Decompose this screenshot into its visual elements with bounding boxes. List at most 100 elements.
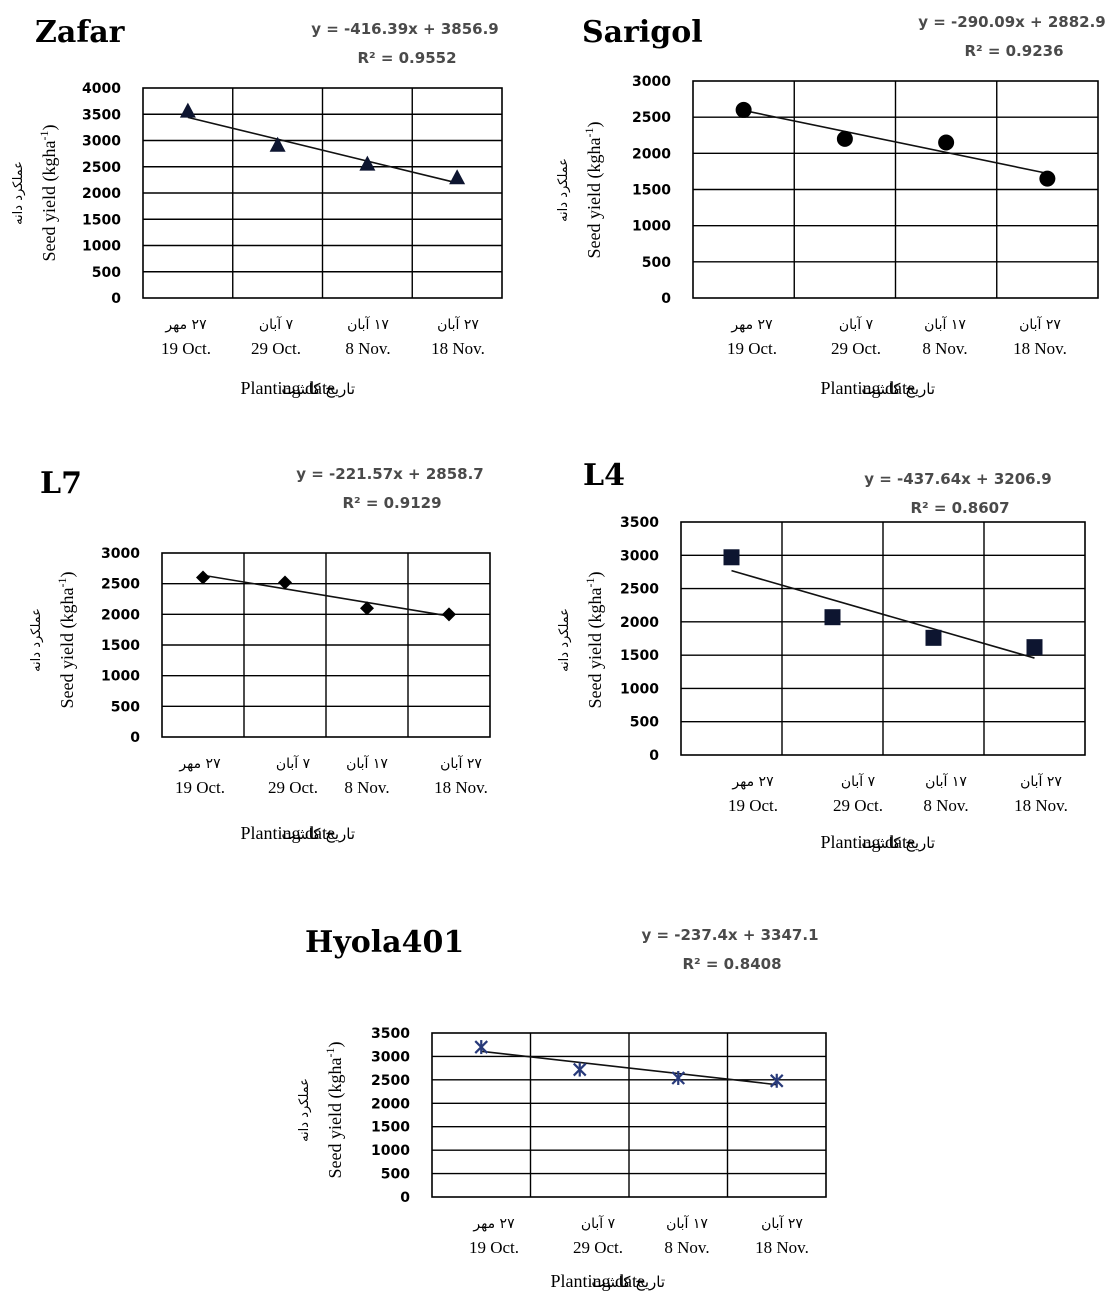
y-axis-label-fa: عملکرد دانه <box>556 158 571 222</box>
y-tick-label: 2000 <box>632 146 671 162</box>
y-tick-label: 1500 <box>632 183 671 199</box>
y-tick-label: 1000 <box>82 239 121 255</box>
x-tick-label: 8 Nov. <box>664 1238 709 1257</box>
x-tick-label-fa: ۱۷ آبان <box>346 755 388 772</box>
y-axis-label: Seed yield (kgha-1) <box>37 125 60 262</box>
x-axis-label: Planting date <box>241 378 335 398</box>
x-tick-label: 29 Oct. <box>268 778 318 797</box>
y-axis-label-fa: عملکرد دانه <box>29 608 44 672</box>
x-tick-label: 18 Nov. <box>434 778 488 797</box>
y-tick-label: 1500 <box>371 1120 410 1136</box>
data-point <box>359 155 376 171</box>
x-tick-label-fa: ۲۷ مهر <box>178 756 221 772</box>
x-tick-label-fa: ۲۷ آبان <box>437 316 479 333</box>
y-axis-label-fa: عملکرد دانه <box>11 161 26 225</box>
x-tick-label: 18 Nov. <box>1014 796 1068 815</box>
y-axis-label: Seed yield (kgha-1) <box>323 1042 346 1179</box>
data-point <box>735 101 752 118</box>
x-axis-label-fa: تاریخ کاشت <box>861 834 935 852</box>
x-tick-label-fa: ۱۷ آبان <box>924 316 966 333</box>
data-point <box>196 570 210 585</box>
y-tick-label: 1000 <box>101 669 140 685</box>
x-tick-label: 18 Nov. <box>755 1238 809 1257</box>
y-tick-label: 1000 <box>632 219 671 235</box>
y-tick-label: 500 <box>381 1167 410 1183</box>
data-point <box>179 102 196 118</box>
chart-title: Zafar <box>35 15 126 50</box>
y-tick-label: 3000 <box>632 74 671 90</box>
x-tick-label-fa: ۲۷ مهر <box>472 1216 515 1232</box>
chart-title: Hyola401 <box>305 925 464 960</box>
trendline <box>743 109 1048 175</box>
y-tick-label: 500 <box>111 699 140 715</box>
data-point <box>1039 170 1056 187</box>
x-tick-label-fa: ۷ آبان <box>276 755 311 772</box>
y-axis-label: Seed yield (kgha-1) <box>55 572 78 709</box>
r-squared: R² = 0.9552 <box>357 49 456 67</box>
x-tick-label: 18 Nov. <box>431 339 485 358</box>
y-axis-label: Seed yield (kgha-1) <box>582 122 605 259</box>
chart-zafar: Zafar y = -416.39x + 3856.9 R² = 0.9552 0 50… <box>11 15 503 398</box>
y-tick-label: 2500 <box>101 577 140 593</box>
y-tick-label: 0 <box>661 291 671 307</box>
trendline <box>481 1050 777 1086</box>
y-tick-label: 500 <box>630 715 659 731</box>
trend-equation: y = -290.09x + 2882.9 <box>918 13 1105 31</box>
chart-sarigol: Sarigol y = -290.09x + 2882.9 R² = 0.9236 0… <box>556 13 1106 398</box>
y-axis-label-main: Seed yield (kgha <box>584 138 605 259</box>
data-point <box>474 1040 489 1055</box>
x-tick-label-fa: ۷ آبان <box>259 316 294 333</box>
data-point <box>449 169 466 185</box>
y-tick-label: 0 <box>649 748 659 764</box>
y-tick-label: 3500 <box>371 1026 410 1042</box>
data-point <box>572 1062 587 1077</box>
y-tick-label: 500 <box>642 255 671 271</box>
y-axis-label-close: ) <box>39 125 60 131</box>
x-tick-label: 29 Oct. <box>831 339 881 358</box>
x-tick-label-fa: ۷ آبان <box>839 316 874 333</box>
charts-group: Zafar y = -416.39x + 3856.9 R² = 0.9552 0 50… <box>11 13 1106 1291</box>
x-tick-label-fa: ۲۷ مهر <box>730 317 773 333</box>
x-axis-label-fa: تاریخ کاشت <box>281 380 355 398</box>
y-tick-label: 0 <box>400 1190 410 1206</box>
y-axis-label: Seed yield (kgha-1) <box>583 572 606 709</box>
y-tick-label: 3000 <box>101 546 140 562</box>
x-tick-label-fa: ۲۷ آبان <box>1019 316 1061 333</box>
x-tick-label: 8 Nov. <box>345 339 390 358</box>
x-tick-label-fa: ۲۷ آبان <box>761 1215 803 1232</box>
y-axis-label-fa: عملکرد دانه <box>297 1078 312 1142</box>
x-axis-label: Planting date <box>821 378 915 398</box>
x-tick-label: 29 Oct. <box>573 1238 623 1257</box>
y-axis-label-close: ) <box>585 572 606 578</box>
y-tick-label: 1000 <box>620 681 659 697</box>
trend-equation: y = -437.64x + 3206.9 <box>864 470 1051 488</box>
y-axis-label-close: ) <box>57 572 78 578</box>
r-squared: R² = 0.8607 <box>910 499 1009 517</box>
chart-l4: L4 y = -437.64x + 3206.9 R² = 0.8607 0 500 10… <box>557 458 1086 852</box>
y-tick-label: 2500 <box>82 160 121 176</box>
y-tick-label: 2500 <box>371 1073 410 1089</box>
y-tick-label: 3500 <box>82 107 121 123</box>
chart-title: Sarigol <box>582 15 703 50</box>
y-tick-label: 0 <box>111 291 121 307</box>
data-point <box>269 136 286 152</box>
y-axis-label-main: Seed yield (kgha <box>57 588 78 709</box>
trendline <box>202 574 450 617</box>
x-tick-label: 18 Nov. <box>1013 339 1067 358</box>
y-tick-label: 2500 <box>632 110 671 126</box>
data-point <box>360 601 374 616</box>
r-squared: R² = 0.9129 <box>342 494 441 512</box>
y-axis-label-main: Seed yield (kgha <box>325 1058 346 1179</box>
trend-equation: y = -416.39x + 3856.9 <box>311 20 498 38</box>
data-point <box>938 134 955 151</box>
x-tick-label: 19 Oct. <box>728 796 778 815</box>
y-tick-label: 1500 <box>620 648 659 664</box>
x-tick-label-fa: ۲۷ آبان <box>1020 773 1062 790</box>
y-axis-label-sup: -1 <box>582 128 596 138</box>
y-tick-label: 0 <box>130 730 140 746</box>
x-tick-label: 19 Oct. <box>161 339 211 358</box>
y-tick-label: 1500 <box>82 212 121 228</box>
y-axis-label-sup: -1 <box>583 578 597 588</box>
x-tick-label: 8 Nov. <box>922 339 967 358</box>
x-tick-label-fa: ۱۷ آبان <box>347 316 389 333</box>
